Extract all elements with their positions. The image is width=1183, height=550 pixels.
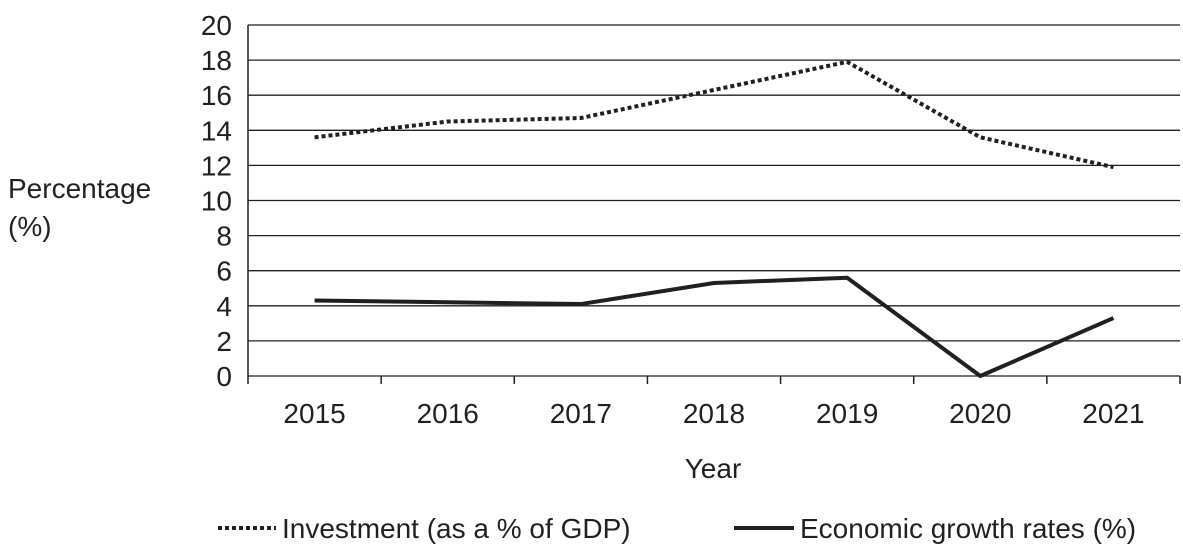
y-tick-label: 4: [216, 291, 232, 322]
y-tick-label: 10: [201, 186, 232, 217]
y-axis-label-line-2: (%): [8, 211, 52, 242]
series-line-growth-rate: [315, 278, 1114, 376]
y-tick-label: 18: [201, 45, 232, 76]
x-axis-label: Year: [685, 453, 742, 484]
series-layer: [315, 62, 1114, 376]
grid-layer: [248, 25, 1180, 384]
y-tick-label: 6: [216, 256, 232, 287]
legend: Investment (as a % of GDP) Economic grow…: [218, 513, 1136, 544]
x-tick-label: 2015: [283, 398, 345, 429]
x-tick-label: 2018: [683, 398, 745, 429]
x-tick-label: 2021: [1082, 398, 1144, 429]
legend-label-growth: Economic growth rates (%): [800, 513, 1136, 544]
y-axis-label-line-1: Percentage: [8, 173, 151, 204]
y-tick-label: 12: [201, 150, 232, 181]
y-tick-label: 20: [201, 10, 232, 41]
y-tick-label: 14: [201, 115, 232, 146]
legend-label-investment: Investment (as a % of GDP): [282, 513, 631, 544]
y-tick-label: 2: [216, 326, 232, 357]
x-tick-label: 2016: [417, 398, 479, 429]
y-tick-label: 16: [201, 80, 232, 111]
series-line-investment: [315, 62, 1114, 167]
label-layer: Percentage (%) Year 0 2 4 6 8 10 12 14 16 18 20 201…: [8, 10, 1145, 484]
x-tick-label: 2017: [550, 398, 612, 429]
y-tick-label: 8: [216, 221, 232, 252]
x-tick-label: 2019: [816, 398, 878, 429]
x-tick-label: 2020: [949, 398, 1011, 429]
y-tick-label: 0: [216, 361, 232, 392]
